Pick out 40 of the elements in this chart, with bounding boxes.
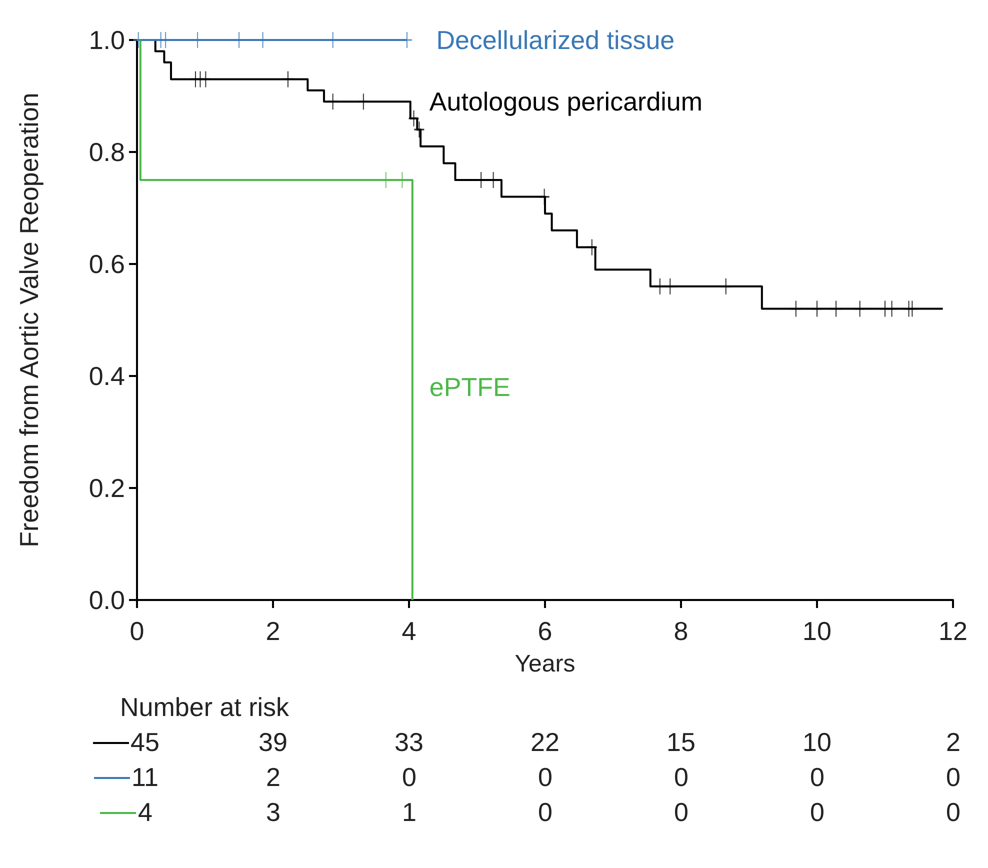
- x-tick-label: 4: [402, 616, 416, 646]
- text: 10: [802, 727, 832, 757]
- text: 2: [266, 762, 280, 792]
- text: 15: [666, 727, 696, 757]
- y-tick-label: 0.2: [88, 473, 125, 503]
- text: 0: [674, 762, 688, 792]
- text: 0: [810, 797, 824, 827]
- text: 4: [138, 797, 152, 827]
- y-tick-label: 0.6: [88, 249, 125, 279]
- series-label: Autologous pericardium: [429, 86, 703, 117]
- text: 0: [538, 762, 552, 792]
- text: 2: [946, 727, 960, 757]
- text: 3: [266, 797, 280, 827]
- text: 0: [946, 762, 960, 792]
- text: 0: [946, 797, 960, 827]
- text: 0: [674, 797, 688, 827]
- x-tick-label: 10: [802, 616, 832, 646]
- text: 45: [130, 727, 160, 757]
- text: 11: [132, 762, 158, 792]
- text: 22: [530, 727, 560, 757]
- x-tick-label: 0: [130, 616, 144, 646]
- text: 1: [402, 797, 416, 827]
- text: 39: [258, 727, 288, 757]
- y-tick-label: 0.0: [88, 585, 125, 615]
- x-tick-label: 2: [266, 616, 280, 646]
- text: Number at risk: [120, 692, 290, 722]
- text: 0: [402, 762, 416, 792]
- y-tick-label: 0.4: [88, 361, 125, 391]
- text: 0: [538, 797, 552, 827]
- y-tick-label: 0.8: [88, 137, 125, 167]
- x-axis-title: Years: [514, 650, 576, 678]
- series-label: ePTFE: [429, 372, 510, 402]
- x-tick-label: 12: [938, 616, 968, 646]
- y-tick-label: 1.0: [88, 25, 125, 55]
- series-label: Decellularized tissue: [436, 25, 675, 55]
- y-axis-title: Freedom from Aortic Valve Reoperation: [14, 92, 44, 548]
- text: 0: [810, 762, 824, 792]
- x-tick-label: 8: [674, 616, 688, 646]
- x-tick-label: 6: [538, 616, 552, 646]
- text: 33: [394, 727, 424, 757]
